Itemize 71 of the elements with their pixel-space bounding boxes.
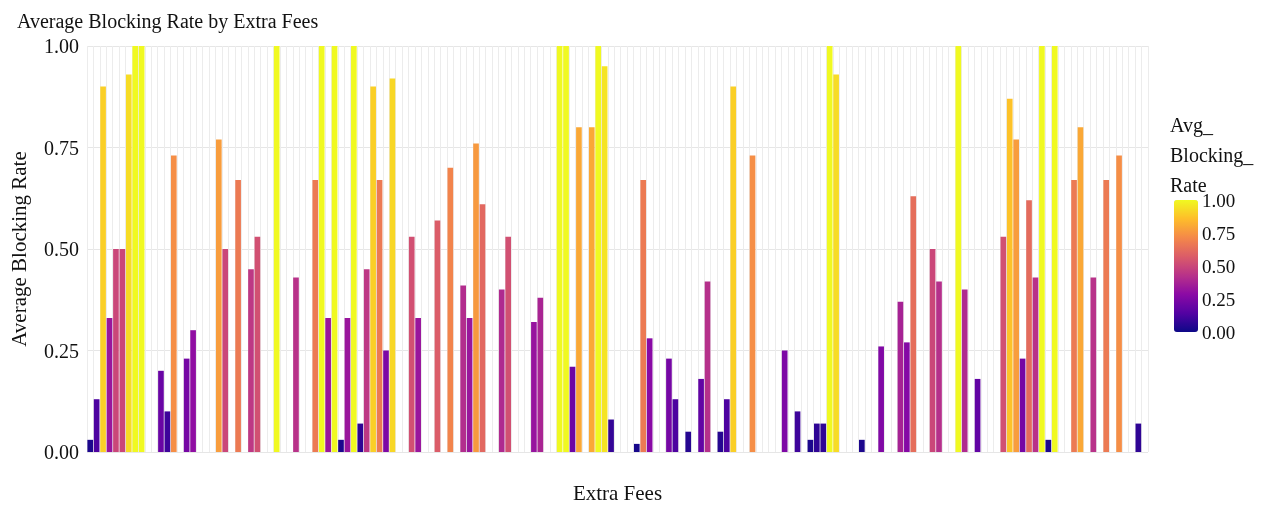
bar xyxy=(833,74,839,452)
bar xyxy=(351,46,357,452)
color-bar-label: 0.50 xyxy=(1202,255,1236,277)
bar xyxy=(955,46,962,452)
bar xyxy=(87,439,94,452)
bar xyxy=(1071,179,1077,452)
x-axis-title: Extra Fees xyxy=(572,480,663,505)
bar xyxy=(273,46,280,452)
bar xyxy=(904,342,910,452)
bar xyxy=(608,419,614,452)
bar xyxy=(595,46,602,452)
bar xyxy=(158,370,164,452)
bar xyxy=(357,423,364,452)
bar xyxy=(312,179,319,452)
color-bar-label: 0.75 xyxy=(1202,222,1236,244)
bar xyxy=(1013,139,1020,452)
bar xyxy=(640,179,647,452)
bar xyxy=(1006,98,1013,452)
bar xyxy=(318,46,325,452)
y-tick-label: 0.50 xyxy=(44,238,79,260)
color-bar-label: 0.25 xyxy=(1202,288,1236,310)
y-tick-label: 0.25 xyxy=(44,339,79,362)
bar xyxy=(961,289,968,452)
bar xyxy=(338,439,344,452)
bar xyxy=(447,167,454,452)
bar xyxy=(190,330,196,452)
bar xyxy=(878,346,884,452)
bar xyxy=(325,318,331,452)
bar xyxy=(363,269,370,452)
bar xyxy=(1116,155,1122,452)
bar xyxy=(588,127,595,452)
chart-title: Average Blocking Rate by Extra Fees xyxy=(17,10,319,33)
bar xyxy=(1000,236,1007,452)
bar xyxy=(1103,179,1110,452)
bar xyxy=(248,269,254,452)
bar xyxy=(1051,46,1058,452)
bar xyxy=(170,155,177,452)
bar xyxy=(505,236,512,452)
y-tick-label: 0.00 xyxy=(44,441,79,463)
bar xyxy=(576,127,582,452)
bar xyxy=(235,179,241,452)
bar xyxy=(460,285,466,452)
bar xyxy=(1039,46,1045,452)
bar xyxy=(910,196,917,452)
bar xyxy=(826,46,833,452)
bar xyxy=(781,350,788,452)
bar xyxy=(936,281,942,452)
bar xyxy=(730,86,737,452)
bar xyxy=(698,378,704,452)
bar xyxy=(408,236,415,452)
bar xyxy=(100,86,106,452)
bar xyxy=(215,139,222,452)
y-axis-title: Average Blocking Rate xyxy=(6,151,31,347)
bar xyxy=(222,249,229,452)
bar xyxy=(666,358,672,452)
bar xyxy=(723,399,730,452)
bar xyxy=(859,439,865,452)
bar xyxy=(685,431,692,452)
y-tick-label: 1.00 xyxy=(44,35,79,57)
bar xyxy=(531,322,537,452)
y-tick-label: 0.75 xyxy=(44,136,79,159)
bar xyxy=(633,443,640,452)
bar xyxy=(415,318,421,452)
bar xyxy=(293,277,299,452)
bar xyxy=(1026,200,1032,452)
color-bar-label: 0.00 xyxy=(1202,321,1236,343)
bar xyxy=(498,289,505,452)
bar xyxy=(473,143,479,452)
bar xyxy=(370,86,376,452)
bar xyxy=(383,350,389,452)
bar xyxy=(125,74,132,452)
